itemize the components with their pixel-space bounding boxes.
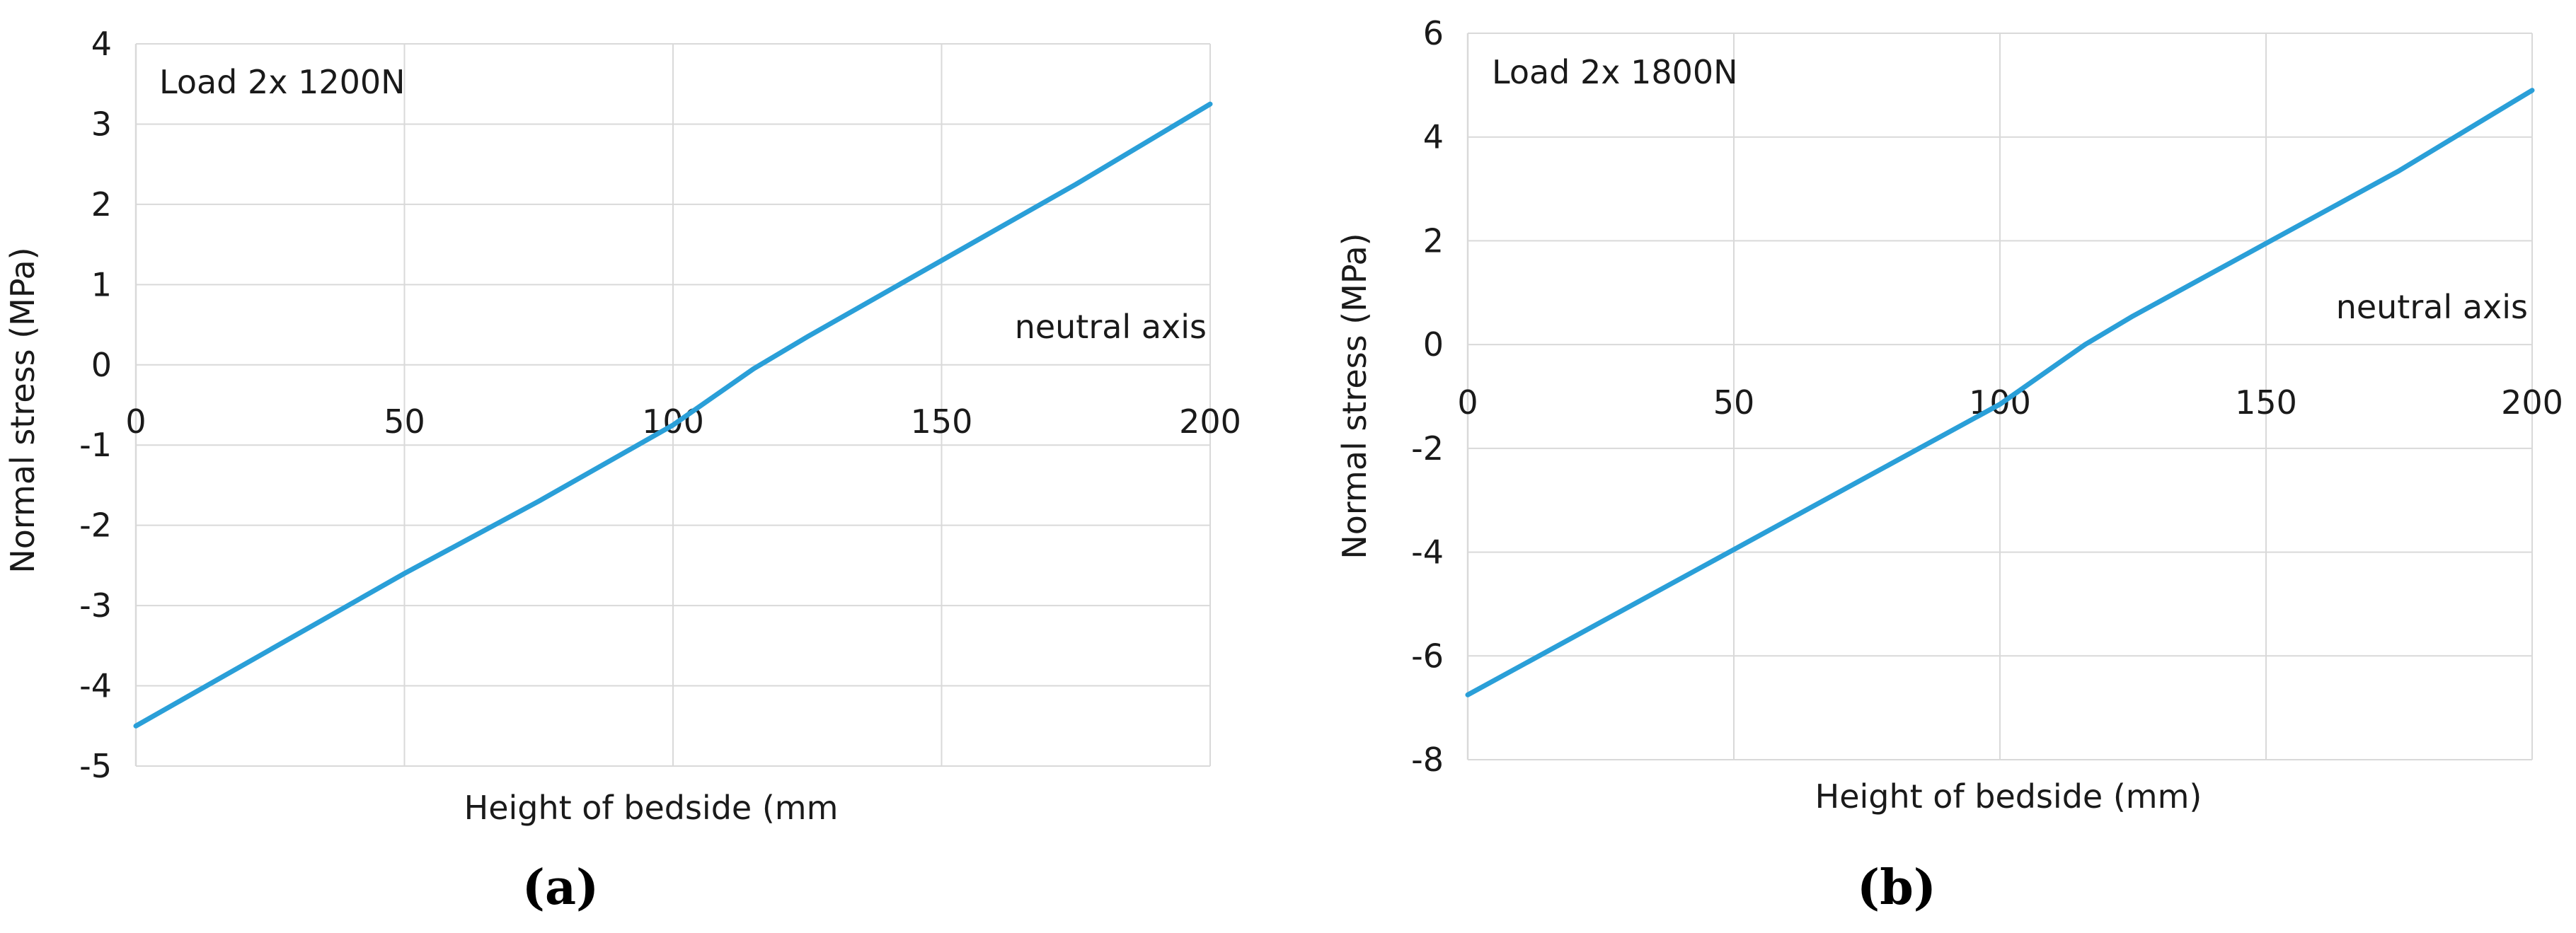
neutral-axis-label: neutral axis [1015, 308, 1207, 346]
y-tick-label: 0 [91, 346, 112, 384]
x-axis-label: Height of bedside (mm) [1815, 777, 2202, 816]
panel-caption: (b) [1857, 859, 1936, 916]
neutral-axis-label: neutral axis [2336, 288, 2528, 326]
x-tick-label: 0 [1457, 383, 1478, 422]
y-tick-label: -5 [79, 747, 112, 785]
stress-series-line [1465, 88, 2535, 697]
chart-panel-b: -8 -6 -4 -2 0 2 4 6 0 50 100 150 200 Load 2x 1800N neu… [1288, 0, 2576, 933]
y-tick-label: -2 [1411, 429, 1444, 468]
y-tick-label: -4 [79, 667, 112, 705]
stress-series-line [133, 101, 1213, 729]
y-tick-label: -6 [1411, 637, 1444, 675]
y-tick-label: -3 [79, 586, 112, 625]
y-tick-label: -1 [79, 426, 112, 464]
load-annotation: Load 2x 1800N [1492, 53, 1738, 91]
y-tick-label: 6 [1423, 14, 1444, 52]
x-tick-label: 50 [1713, 383, 1755, 422]
y-tick-label: -2 [79, 506, 112, 545]
y-axis-label: Normal stress (MPa) [1335, 233, 1374, 559]
x-tick-label: 0 [125, 402, 146, 441]
x-tick-label: 50 [384, 402, 425, 441]
x-tick-label: 200 [1179, 402, 1241, 441]
y-tick-label: 4 [1423, 118, 1444, 156]
y-tick-label: 1 [91, 265, 112, 303]
y-tick-label: -8 [1411, 741, 1444, 779]
load-annotation: Load 2x 1200N [159, 63, 406, 101]
panel-caption: (a) [522, 859, 599, 916]
x-tick-label: 150 [911, 402, 973, 441]
y-axis-label: Normal stress (MPa) [4, 247, 42, 573]
x-tick-label: 200 [2501, 383, 2563, 422]
y-tick-label: 3 [91, 105, 112, 143]
y-tick-label: -4 [1411, 533, 1444, 572]
y-tick-label: 4 [91, 25, 112, 63]
chart-panel-a: -5 -4 -3 -2 -1 0 1 2 3 4 0 50 100 150 200 Load 2x 1200N… [4, 25, 1241, 916]
y-tick-label: 2 [1423, 221, 1444, 260]
y-tick-label: 0 [1423, 325, 1444, 364]
x-axis-label: Height of bedside (mm [464, 789, 839, 827]
y-tick-label: 2 [91, 185, 112, 224]
x-tick-label: 150 [2235, 383, 2297, 422]
